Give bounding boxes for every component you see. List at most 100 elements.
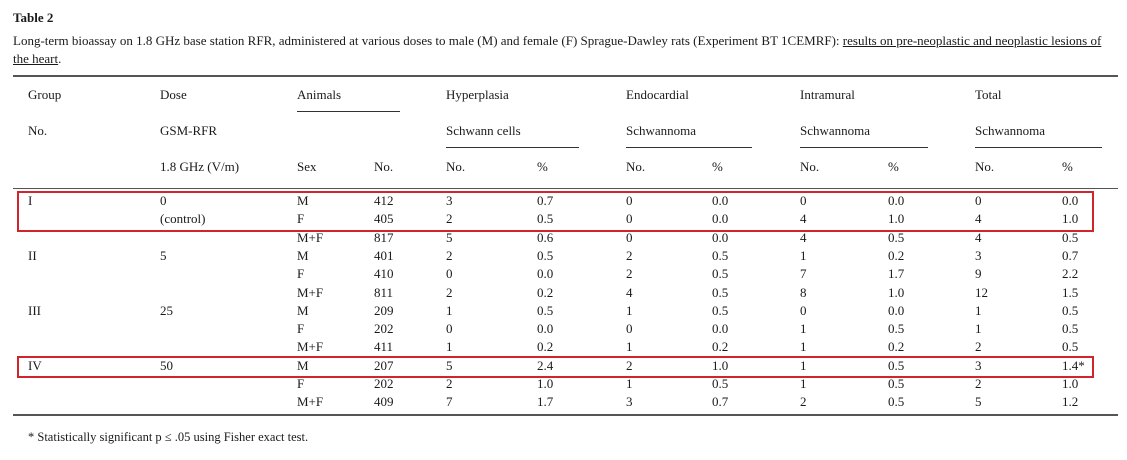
cell-t-no: 2	[975, 339, 982, 355]
cell-i-no: 4	[800, 229, 807, 245]
cell-sex: M	[297, 302, 309, 318]
cell-i-pct: 1.7	[888, 266, 905, 282]
cell-t-pct: 0.5	[1062, 229, 1079, 245]
cell-sex: F	[297, 376, 305, 391]
header-intramural: Intramural	[800, 87, 855, 102]
table-bottom-rule	[13, 414, 1118, 416]
header-intramural-pct: %	[888, 159, 899, 174]
cell-e-no: 4	[626, 284, 633, 300]
cell-e-pct: 0.5	[712, 247, 729, 263]
cell-e-no: 0	[626, 229, 633, 245]
cell-h-pct: 1.0	[537, 376, 554, 391]
cell-n: 409	[374, 394, 394, 410]
header-group: Group	[28, 87, 62, 102]
header-sex: Sex	[297, 159, 317, 174]
table-top-rule	[13, 75, 1118, 77]
cell-e-no: 1	[626, 302, 633, 318]
table-footnote: * Statistically significant p ≤ .05 usin…	[28, 430, 309, 444]
cell-e-pct: 1.0	[712, 357, 729, 373]
cell-i-no: 1	[800, 357, 807, 373]
cell-t-no: 1	[975, 302, 982, 318]
cell-dose: 0	[160, 193, 167, 208]
cell-t-pct: 1.0	[1062, 376, 1079, 391]
cell-t-no: 5	[975, 394, 982, 410]
cell-i-pct: 1.0	[888, 284, 905, 300]
row-highlight-box	[17, 191, 1094, 232]
total-subrule	[975, 147, 1102, 148]
cell-e-no: 0	[626, 321, 633, 337]
cell-e-pct: 0.0	[712, 211, 729, 227]
header-dose: Dose	[160, 87, 187, 102]
cell-h-no: 2	[446, 376, 453, 391]
cell-h-no: 1	[446, 302, 453, 318]
cell-sex: M+F	[297, 339, 324, 355]
cell-i-pct: 0.2	[888, 339, 905, 355]
cell-n: 207	[374, 357, 394, 373]
cell-h-pct: 0.2	[537, 284, 554, 300]
cell-i-pct: 0.2	[888, 247, 905, 263]
cell-e-no: 0	[626, 193, 633, 208]
cell-t-no: 1	[975, 321, 982, 337]
cell-h-no: 2	[446, 284, 453, 300]
table-label: Table 2	[13, 10, 54, 25]
cell-t-pct: 0.7	[1062, 247, 1079, 263]
header-dose-unit: GSM-RFR	[160, 123, 218, 138]
row-highlight-box	[17, 355, 1094, 378]
cell-i-no: 2	[800, 394, 807, 410]
cell-sex: F	[297, 211, 305, 227]
cell-h-no: 0	[446, 266, 453, 282]
cell-e-pct: 0.5	[712, 376, 729, 391]
cell-t-pct: 0.5	[1062, 321, 1079, 337]
table-header-rule	[13, 188, 1118, 189]
cell-e-pct: 0.5	[712, 266, 729, 282]
cell-h-pct: 0.0	[537, 266, 554, 282]
cell-e-pct: 0.5	[712, 302, 729, 318]
header-intramural-sub: Schwannoma	[800, 123, 871, 138]
cell-n: 811	[374, 284, 394, 300]
header-hyperplasia-no: No.	[446, 159, 466, 174]
cell-e-no: 1	[626, 376, 633, 391]
cell-i-no: 1	[800, 247, 807, 263]
header-total-no: No.	[975, 159, 995, 174]
header-intramural-no: No.	[800, 159, 820, 174]
cell-h-no: 5	[446, 229, 453, 245]
cell-i-no: 1	[800, 321, 807, 337]
cell-i-pct: 0.5	[888, 321, 905, 337]
cell-i-no: 0	[800, 193, 807, 208]
cell-h-pct: 0.6	[537, 229, 554, 245]
cell-i-pct: 0.5	[888, 376, 905, 391]
cell-dose: 5	[160, 247, 167, 263]
cell-e-no: 2	[626, 357, 633, 373]
cell-h-pct: 0.7	[537, 193, 554, 208]
cell-i-pct: 0.0	[888, 302, 905, 318]
cell-n: 202	[374, 321, 394, 337]
cell-dose: 50	[160, 357, 173, 373]
cell-t-pct: 0.5	[1062, 339, 1079, 355]
cell-e-no: 2	[626, 247, 633, 263]
cell-sex: M	[297, 193, 309, 208]
cell-sex: M+F	[297, 394, 324, 410]
header-dose-freq: 1.8 GHz (V/m)	[160, 159, 240, 174]
cell-sex: M+F	[297, 229, 324, 245]
cell-h-no: 1	[446, 339, 453, 355]
header-total-sub: Schwannoma	[975, 123, 1046, 138]
cell-t-pct: 1.0	[1062, 211, 1079, 227]
cell-e-pct: 0.0	[712, 193, 729, 208]
cell-i-no: 1	[800, 376, 807, 391]
cell-i-pct: 0.5	[888, 229, 905, 245]
cell-i-pct: 0.5	[888, 394, 905, 410]
cell-sex: M+F	[297, 284, 324, 300]
cell-t-no: 2	[975, 376, 982, 391]
cell-i-no: 8	[800, 284, 807, 300]
cell-e-no: 0	[626, 211, 633, 227]
cell-h-no: 3	[446, 193, 453, 208]
header-endocardial-no: No.	[626, 159, 646, 174]
cell-n: 401	[374, 247, 394, 263]
cell-group: II	[28, 247, 37, 263]
cell-n: 405	[374, 211, 394, 227]
cell-t-pct: 0.5	[1062, 302, 1079, 318]
cell-h-no: 7	[446, 394, 453, 410]
caption-text: Long-term bioassay on 1.8 GHz base stati…	[13, 33, 843, 48]
cell-t-pct: 2.2	[1062, 266, 1079, 282]
cell-dose: 25	[160, 302, 173, 318]
